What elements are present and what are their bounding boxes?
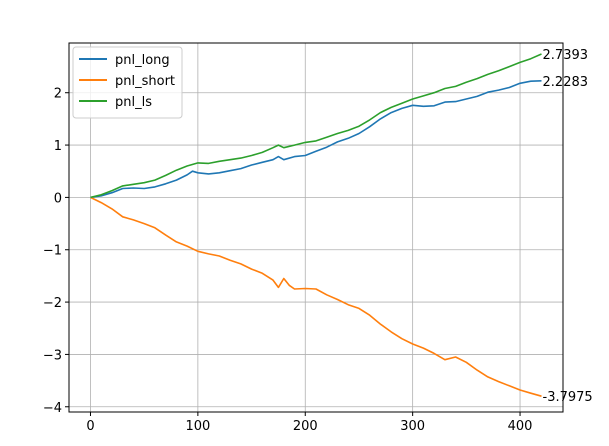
end-value-label-pnl_short: -3.7975 — [543, 390, 593, 405]
end-value-label-pnl_long: 2.2283 — [543, 75, 589, 90]
series-lines — [90, 53, 542, 397]
plot-frame — [68, 42, 564, 413]
y-tick-label: 2 — [54, 87, 62, 102]
legend-label-pnl_long: pnl_long — [115, 53, 170, 68]
x-tick-label: 0 — [86, 419, 94, 434]
legend: pnl_long pnl_short pnl_ls — [72, 46, 183, 119]
x-tick-label: 100 — [185, 419, 210, 434]
y-tick-label: −1 — [43, 244, 62, 259]
y-tick-label: −2 — [43, 296, 62, 311]
y-tick-label: 0 — [54, 191, 62, 206]
x-tick-label: 300 — [400, 419, 425, 434]
series-line-pnl_ls — [90, 53, 542, 199]
y-tick-label: −3 — [43, 348, 62, 363]
legend-label-pnl_ls: pnl_ls — [115, 95, 152, 110]
y-tick-label: 1 — [54, 139, 62, 154]
x-tick-label: 400 — [508, 419, 533, 434]
series-line-pnl_short — [90, 196, 542, 397]
x-tick-label: 200 — [293, 419, 318, 434]
end-value-label-pnl_ls: 2.7393 — [543, 48, 589, 63]
legend-label-pnl_short: pnl_short — [115, 74, 175, 89]
end-labels: 2.2283 -3.7975 2.7393 — [543, 48, 593, 405]
axis-ticks: 0 100 200 300 400 −4 −3 −2 −1 0 1 2 — [43, 87, 533, 434]
series-line-pnl_long — [90, 80, 542, 199]
y-tick-label: −4 — [43, 401, 62, 416]
